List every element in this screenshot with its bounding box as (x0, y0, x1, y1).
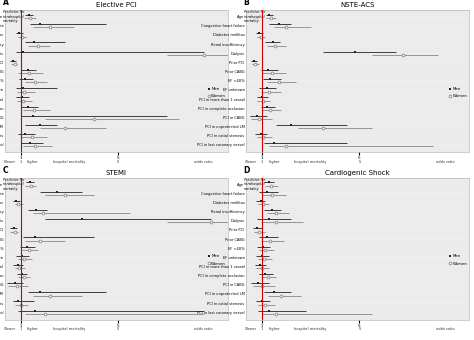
Text: 5: 5 (117, 160, 119, 164)
Text: Predictor for
intrahospital
mortality: Predictor for intrahospital mortality (244, 10, 265, 23)
Text: 0: 0 (3, 327, 6, 332)
Text: C: C (2, 166, 8, 175)
Text: 1: 1 (261, 327, 263, 332)
Text: 0: 0 (245, 160, 247, 164)
Legend: Men, Women: Men, Women (208, 254, 226, 266)
Title: Cardiogenic Shock: Cardiogenic Shock (325, 170, 390, 176)
Text: lower: lower (6, 327, 16, 332)
Legend: Men, Women: Men, Women (449, 254, 467, 266)
Title: NSTE-ACS: NSTE-ACS (340, 2, 375, 8)
Text: hospital mortality: hospital mortality (53, 160, 86, 164)
Text: D: D (244, 166, 250, 175)
Text: 5: 5 (358, 327, 361, 332)
Legend: Men, Women: Men, Women (208, 87, 226, 98)
Text: Predictor for
intrahospital
mortality: Predictor for intrahospital mortality (2, 10, 24, 23)
Text: higher: higher (268, 327, 280, 332)
Legend: Men, Women: Men, Women (449, 87, 467, 98)
Text: odds ratio: odds ratio (436, 327, 454, 332)
Text: higher: higher (27, 160, 38, 164)
Text: odds ratio: odds ratio (194, 160, 213, 164)
Text: Predictor for
intrahospital
mortality: Predictor for intrahospital mortality (2, 178, 24, 191)
Text: 0: 0 (245, 327, 247, 332)
Text: B: B (244, 0, 249, 7)
Text: 5: 5 (117, 327, 119, 332)
Text: 0: 0 (3, 160, 6, 164)
Title: STEMI: STEMI (106, 170, 127, 176)
Title: Elective PCI: Elective PCI (96, 2, 137, 8)
Text: lower: lower (6, 160, 16, 164)
Text: higher: higher (27, 327, 38, 332)
Text: hospital mortality: hospital mortality (53, 327, 86, 332)
Text: higher: higher (268, 160, 280, 164)
Text: hospital mortality: hospital mortality (294, 327, 327, 332)
Text: Predictor for
intrahospital
mortality: Predictor for intrahospital mortality (244, 178, 265, 191)
Text: odds ratio: odds ratio (194, 327, 213, 332)
Text: lower: lower (247, 327, 257, 332)
Text: hospital mortality: hospital mortality (294, 160, 327, 164)
Text: 1: 1 (261, 160, 263, 164)
Text: 1: 1 (19, 160, 22, 164)
Text: odds ratio: odds ratio (436, 160, 454, 164)
Text: A: A (2, 0, 9, 7)
Text: lower: lower (247, 160, 257, 164)
Text: 5: 5 (358, 160, 361, 164)
Text: 1: 1 (19, 327, 22, 332)
